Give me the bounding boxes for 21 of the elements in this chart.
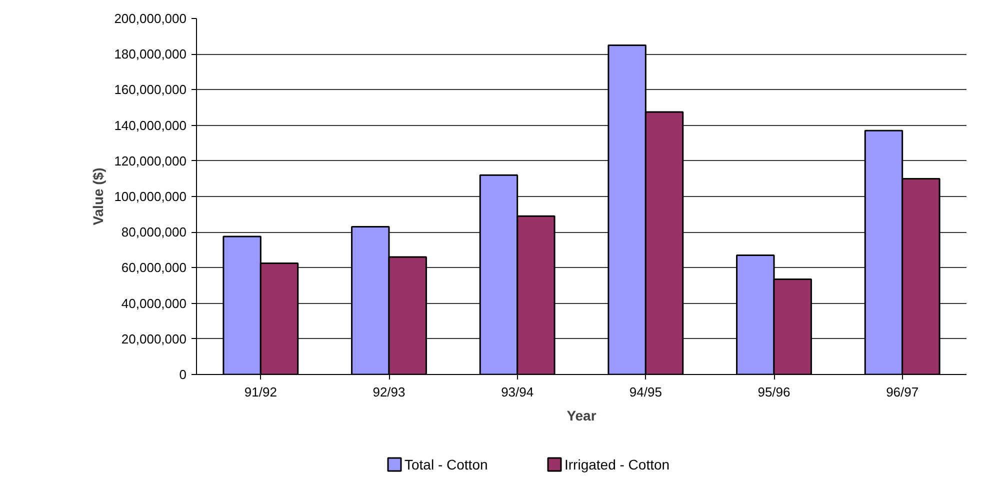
x-tick-label: 96/97 [886,384,919,400]
x-tick-label: 95/96 [758,384,790,400]
x-tick-label: 94/95 [629,384,662,400]
legend-label: Total - Cotton [404,456,488,472]
y-tick-label: 200,000,000 [114,11,187,26]
x-tick-label: 91/92 [244,384,277,400]
y-tick-label: 180,000,000 [114,46,187,62]
y-tick-label: 140,000,000 [114,118,187,133]
y-axis-title: Value ($) [90,168,106,226]
x-tick-label: 93/94 [501,384,534,400]
legend-label: Irrigated - Cotton [564,456,670,472]
y-tick-label: 120,000,000 [114,153,187,168]
y-tick-label: 80,000,000 [121,224,187,240]
y-tick-label: 40,000,000 [121,296,187,311]
y-tick-label: 100,000,000 [114,189,187,204]
y-tick-label: 0 [179,367,187,382]
y-tick-label: 60,000,000 [121,260,187,276]
y-tick-label: 20,000,000 [121,331,187,346]
x-tick-label: 92/93 [372,384,406,400]
y-tick-label: 160,000,000 [114,82,187,98]
x-axis-title: Year [566,408,597,424]
